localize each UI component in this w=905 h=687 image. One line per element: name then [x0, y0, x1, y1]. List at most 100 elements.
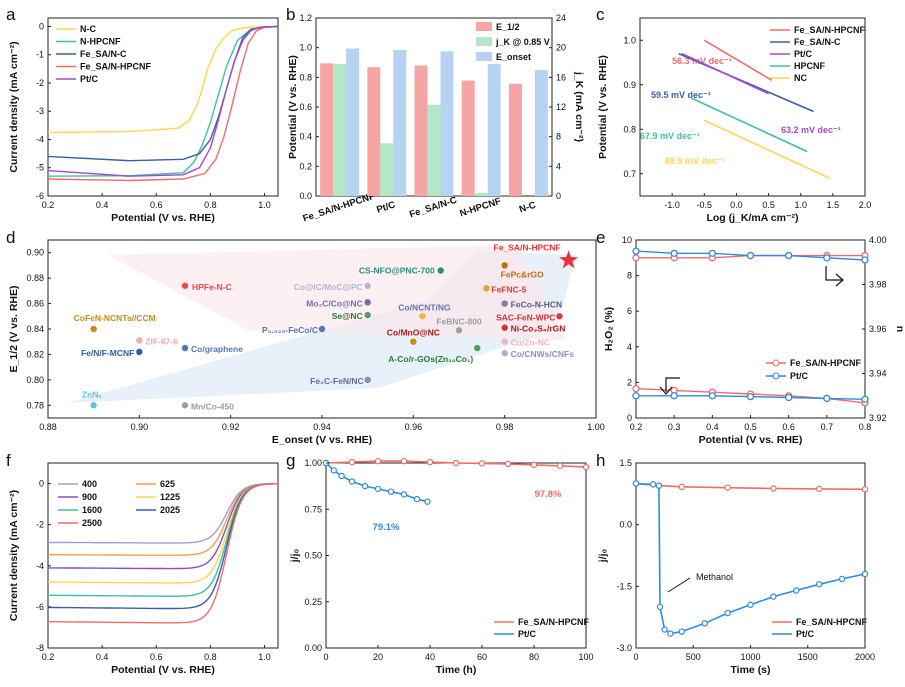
y-tick-label: 2: [627, 377, 632, 387]
point-label: HPFe-N-C: [192, 282, 232, 292]
y-tick-label: 0.8: [299, 72, 312, 82]
x-tick-label: 2.0: [859, 200, 872, 210]
series-marker: [374, 457, 382, 465]
y-tick-label-right: 24: [556, 13, 566, 23]
legend-swatch: [476, 52, 492, 61]
panel-letter: g: [286, 451, 295, 470]
series-marker: [793, 587, 800, 594]
y-tick-label: 1.2: [299, 13, 312, 23]
legend-label: j_K @ 0.85 V: [495, 37, 550, 47]
data-point: [364, 311, 371, 319]
y-tick-label: 0.78: [26, 400, 44, 410]
x-axis-label: Log (j_K/mA cm⁻²): [706, 212, 798, 224]
axis-arrow-right: [825, 266, 844, 287]
legend-label: Pt/C: [80, 74, 99, 84]
y-tick-label: -5: [36, 163, 44, 173]
data-point: [318, 325, 326, 333]
x-tick-label: 1.0: [794, 200, 807, 210]
y-tick-label-right: 12: [556, 102, 566, 112]
x-tick-label: 0.94: [313, 422, 331, 432]
series-marker: [582, 463, 590, 471]
bar-E_onset: [393, 49, 407, 197]
series-marker: [670, 249, 678, 258]
series-marker: [861, 486, 869, 493]
panel-letter: b: [286, 5, 295, 24]
bar-j_K @ 0.85 V: [427, 104, 441, 196]
y-tick-label: -1.5: [616, 581, 632, 591]
x-tick-label: 0.88: [39, 422, 57, 432]
series-marker: [816, 581, 823, 588]
series-line-Pt/C: [47, 25, 279, 177]
y-tick-label-right: 0: [556, 191, 561, 201]
series-marker: [530, 461, 538, 469]
legend-label: HPCNF: [794, 61, 826, 71]
x-tick-label: 0.2: [630, 422, 643, 432]
x-tick-label: 0.8: [204, 652, 217, 662]
panel-e: e 0.2 0.3 0.4 0.5 0.6 0.7 0.8 Potential (V vs. R…: [596, 228, 905, 446]
bar-E_onset: [534, 69, 548, 196]
panel-letter: d: [6, 228, 15, 247]
series-marker: [424, 498, 431, 505]
series-line-Fe_SA/N-HPCNF: [703, 39, 773, 81]
y-tick-label: 1.00: [304, 458, 322, 468]
y-tick-label: 0.88: [26, 273, 44, 283]
y-tick-label: 0.75: [304, 504, 322, 514]
x-tick-label: 1.0: [258, 200, 271, 210]
legend-label: N-C: [80, 24, 96, 34]
panel-letter: f: [6, 451, 11, 470]
y-tick-label: 0: [39, 21, 44, 31]
x-tick-label: 1.5: [827, 200, 840, 210]
series-line-Pt/C: [635, 482, 866, 635]
data-point: [136, 348, 143, 356]
x-axis-label: Potential (V vs. RHE): [699, 434, 803, 446]
legend-label: Fe_SA/N-HPCNF: [80, 62, 152, 72]
axis-arrow-left: [659, 377, 680, 395]
data-point-star: [559, 250, 579, 269]
y-tick-label: 0.84: [26, 324, 44, 334]
series-marker: [400, 491, 408, 498]
legend-label: Pt/C: [518, 629, 537, 639]
data-point: [181, 344, 189, 352]
x-tick-label: 0.0: [730, 200, 743, 210]
category-label: N-HPCNF: [458, 196, 502, 220]
x-tick-label: 0: [633, 652, 638, 662]
data-point: [501, 338, 508, 345]
legend-label: Fe_SA/N-C: [794, 37, 841, 47]
series-marker: [708, 392, 716, 400]
legend-swatch: [476, 22, 492, 31]
legend-label: E_1/2: [496, 22, 520, 32]
bar-j_K @ 0.85 V: [474, 193, 488, 196]
x-tick-label: 2000: [855, 652, 875, 662]
series-marker: [747, 601, 754, 609]
x-tick-label: 0.6: [782, 422, 795, 432]
point-label: Ni-Co₃S₄/rGN: [511, 324, 566, 334]
x-tick-label: 0.2: [42, 200, 55, 210]
y-tick-label: 0.0: [299, 191, 312, 201]
methanol-annotation: Methanol: [696, 572, 733, 582]
panel-c: c 56.3 mV dec⁻¹ 59.5 mV dec⁻¹ 63.2 mV dec⁻¹…: [596, 5, 871, 224]
legend-label: Fe_SA/N-HPCNF: [794, 25, 866, 35]
data-point: [181, 402, 189, 409]
panel-h: h Methanol 0 500 1000 1500 2000 Time (s) -3.0 -1.…: [596, 451, 875, 676]
y-tick-label: -6: [36, 191, 44, 201]
series-marker: [861, 395, 869, 403]
series-line-HPCNF: [691, 97, 808, 153]
series-line-2025: [47, 483, 279, 610]
y-tick-label: 0.2: [299, 161, 312, 171]
y-tick-label: 0.80: [26, 375, 44, 385]
category-label: Fe_SA/N-C: [408, 195, 458, 221]
x-tick-label: 0.3: [668, 422, 681, 432]
series-marker: [785, 251, 793, 260]
y-tick-label: 6: [627, 306, 632, 316]
data-point: [437, 267, 444, 274]
series-marker: [426, 458, 434, 466]
y-tick-label: 0.6: [299, 102, 312, 112]
series-marker: [348, 478, 356, 485]
series-marker: [861, 256, 869, 264]
panel-a: a 0.2 0.4 0.6 0.8 1.0 Potential (V vs. RHE) -6 -…: [6, 5, 279, 224]
y-tick-label: 0.00: [304, 643, 322, 653]
y-tick-label: 1.0: [623, 35, 636, 45]
slope-annotation: 56.3 mV dec⁻¹: [672, 56, 732, 66]
data-point: [410, 338, 417, 345]
